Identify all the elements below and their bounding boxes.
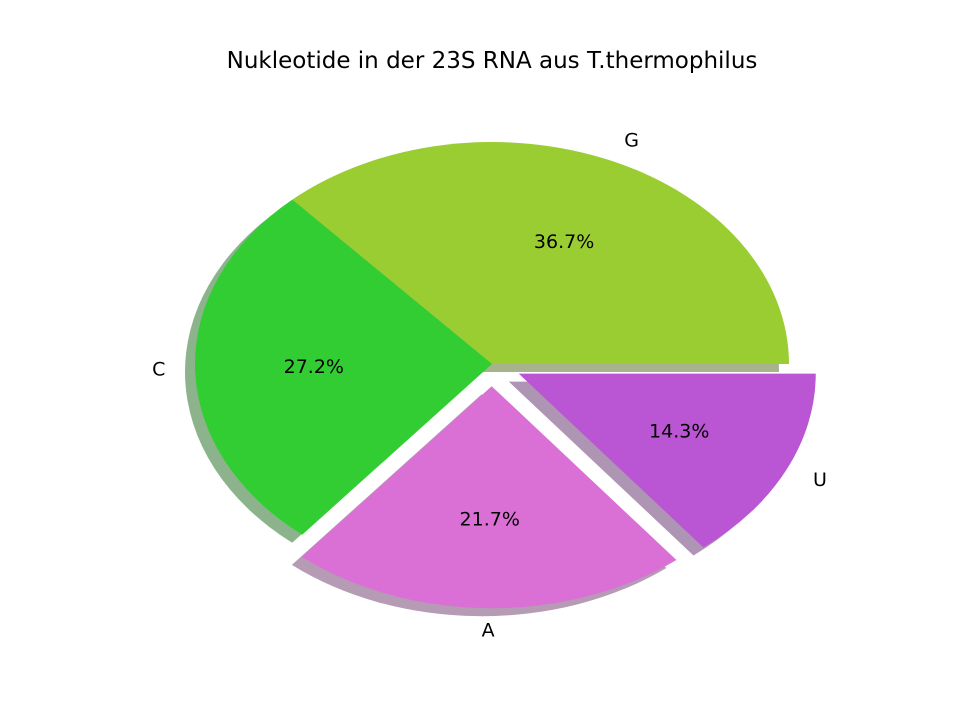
pie-category-label-g: G (624, 130, 639, 152)
pie-percent-label-g: 36.7% (534, 231, 594, 253)
pie-text-layer: 36.7% G 27.2% C 21.7% A 14.3% U (152, 130, 827, 642)
pie-percent-label-c: 27.2% (284, 356, 344, 378)
pie-category-label-u: U (813, 469, 827, 491)
chart-title: Nukleotide in der 23S RNA aus T.thermoph… (226, 48, 758, 74)
pie-category-label-c: C (152, 358, 165, 380)
pie-percent-label-a: 21.7% (460, 508, 520, 530)
pie-slice-u (518, 373, 816, 548)
pie-slice-g (292, 142, 789, 364)
pie-slice-layer (195, 142, 816, 609)
pie-slice-a (301, 386, 677, 609)
pie-percent-label-u: 14.3% (649, 421, 709, 443)
pie-category-label-a: A (482, 619, 495, 641)
pie-slice-c (195, 199, 492, 535)
